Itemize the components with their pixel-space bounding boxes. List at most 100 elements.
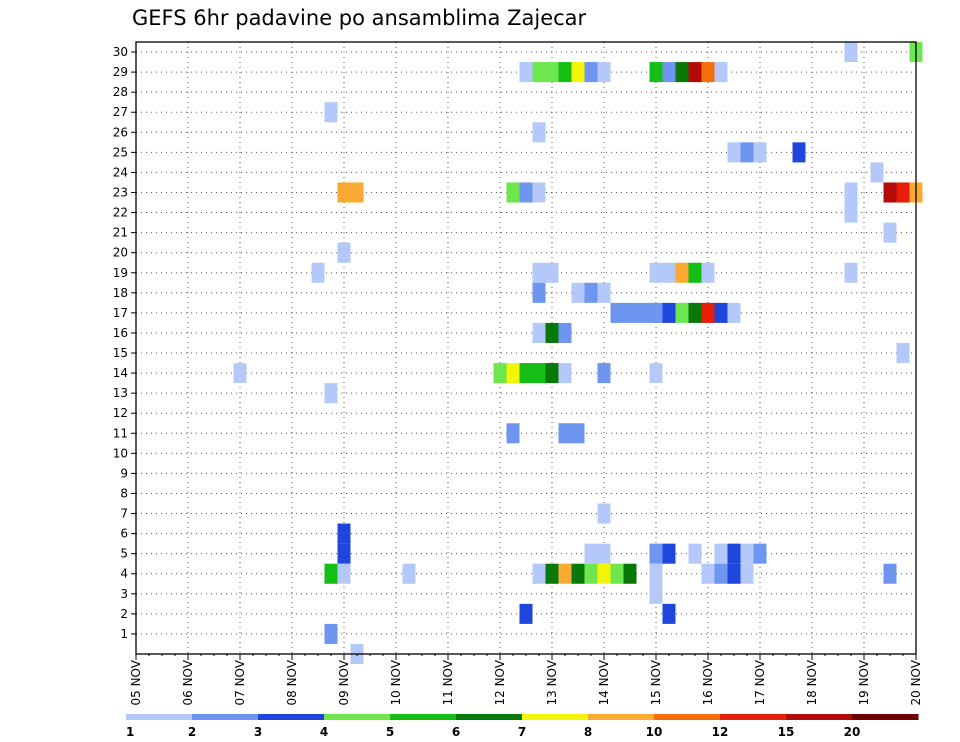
heatmap-cell: [649, 363, 663, 384]
y-axis: 1234567891011121314151617181920212223242…: [113, 45, 136, 641]
y-tick-label: 30: [113, 45, 128, 59]
heatmap-cell: [545, 62, 559, 83]
heatmap-cell: [324, 563, 338, 584]
heatmap-cell: [571, 282, 585, 303]
heatmap-cell: [688, 262, 702, 283]
heatmap-cell: [701, 262, 715, 283]
heatmap-cell: [610, 563, 624, 584]
y-tick-label: 17: [113, 306, 128, 320]
heatmap-cell: [675, 302, 689, 323]
legend-swatch: [654, 714, 721, 720]
heatmap-cell: [714, 302, 728, 323]
heatmap-cell: [649, 262, 663, 283]
heatmap-cell: [506, 423, 520, 444]
x-tick-label: 16 NOV: [701, 659, 715, 705]
legend-label: 20: [844, 725, 861, 739]
x-axis: 05 NOV 06 NOV 07 NOV 08 NOV 09 NOV 10 NOV 11 N…: [129, 654, 923, 706]
y-tick-label: 6: [120, 527, 128, 541]
legend-swatch: [126, 714, 193, 720]
heatmap-cell: [727, 142, 741, 163]
heatmap-cell: [896, 342, 910, 364]
heatmap-cell: [636, 302, 650, 323]
legend-swatch: [720, 714, 787, 720]
heatmap-cell: [558, 563, 572, 584]
heatmap-cell: [233, 363, 247, 384]
x-tick-label: 17 NOV: [753, 659, 767, 705]
y-tick-label: 20: [113, 246, 128, 260]
y-tick-label: 12: [113, 406, 128, 420]
heatmap-cell: [649, 302, 663, 323]
y-tick-label: 7: [120, 507, 128, 521]
heatmap-cell: [519, 363, 533, 384]
heatmap-cell: [662, 62, 676, 83]
x-tick-label: 12 NOV: [493, 659, 507, 705]
heatmap-cell: [883, 222, 897, 243]
y-tick-label: 26: [113, 125, 128, 139]
heatmap-cell: [623, 563, 637, 584]
heatmap-cell: [571, 423, 585, 444]
heatmap-cell: [844, 182, 858, 203]
y-tick-label: 8: [120, 486, 128, 500]
heatmap-cell: [324, 383, 338, 404]
heatmap-cell: [337, 182, 351, 203]
legend-swatch: [522, 714, 589, 720]
heatmap-cell: [532, 62, 546, 83]
heatmap-cell: [532, 262, 546, 283]
legend-label: 5: [386, 725, 394, 739]
legend-label: 7: [518, 725, 526, 739]
heatmap-cell: [753, 543, 767, 564]
x-tick-label: 09 NOV: [337, 659, 351, 705]
heatmap-cell: [740, 142, 754, 163]
heatmap-cell: [649, 62, 663, 83]
heatmap-cell: [558, 363, 572, 384]
heatmap-cell: [792, 142, 806, 163]
heatmap-cell: [597, 503, 611, 524]
heatmap-cell: [714, 62, 728, 83]
y-tick-label: 27: [113, 105, 128, 119]
x-tick-label: 18 NOV: [805, 659, 819, 705]
y-tick-label: 13: [113, 386, 128, 400]
heatmap-cell: [896, 182, 910, 203]
heatmap-cell: [675, 62, 689, 83]
heatmap-cell: [688, 302, 702, 323]
legend-label: 10: [646, 725, 663, 739]
legend-swatch: [324, 714, 391, 720]
x-tick-label: 15 NOV: [649, 659, 663, 705]
legend-swatch: [456, 714, 523, 720]
heatmap-cell: [324, 623, 338, 644]
legend-label: 6: [452, 725, 460, 739]
heatmap-cell: [727, 302, 741, 323]
heatmap-cell: [558, 322, 572, 343]
heatmap-cell: [402, 563, 416, 584]
y-tick-label: 28: [113, 85, 128, 99]
heatmap-cell: [493, 363, 507, 384]
legend-swatch: [852, 714, 919, 720]
legend-swatch: [588, 714, 655, 720]
heatmap-cell: [662, 603, 676, 624]
legend-swatch: [258, 714, 325, 720]
heatmap-cell: [649, 543, 663, 564]
x-tick-label: 20 NOV: [909, 659, 923, 705]
y-tick-label: 2: [120, 607, 128, 621]
color-legend: 1 2 3 4 5 6 7 8 10 12 15 20: [126, 714, 919, 739]
x-tick-label: 05 NOV: [129, 659, 143, 705]
legend-label: 3: [254, 725, 262, 739]
heatmap-cell: [337, 523, 351, 544]
heatmap-cell: [519, 603, 533, 624]
heatmap-cell: [753, 142, 767, 163]
legend-swatch: [786, 714, 853, 720]
heatmap-cell: [584, 62, 598, 83]
y-tick-label: 15: [113, 346, 128, 360]
heatmap-cell: [740, 543, 754, 564]
legend-label: 8: [584, 725, 592, 739]
y-tick-label: 19: [113, 266, 128, 280]
heatmap-cell: [532, 563, 546, 584]
heatmap-cell: [662, 543, 676, 564]
heatmap-cell: [350, 182, 364, 203]
legend-label: 15: [778, 725, 795, 739]
heatmap-cell: [701, 563, 715, 584]
y-tick-label: 22: [113, 206, 128, 220]
heatmap-cell: [610, 302, 624, 323]
heatmap-cells: [233, 42, 923, 665]
